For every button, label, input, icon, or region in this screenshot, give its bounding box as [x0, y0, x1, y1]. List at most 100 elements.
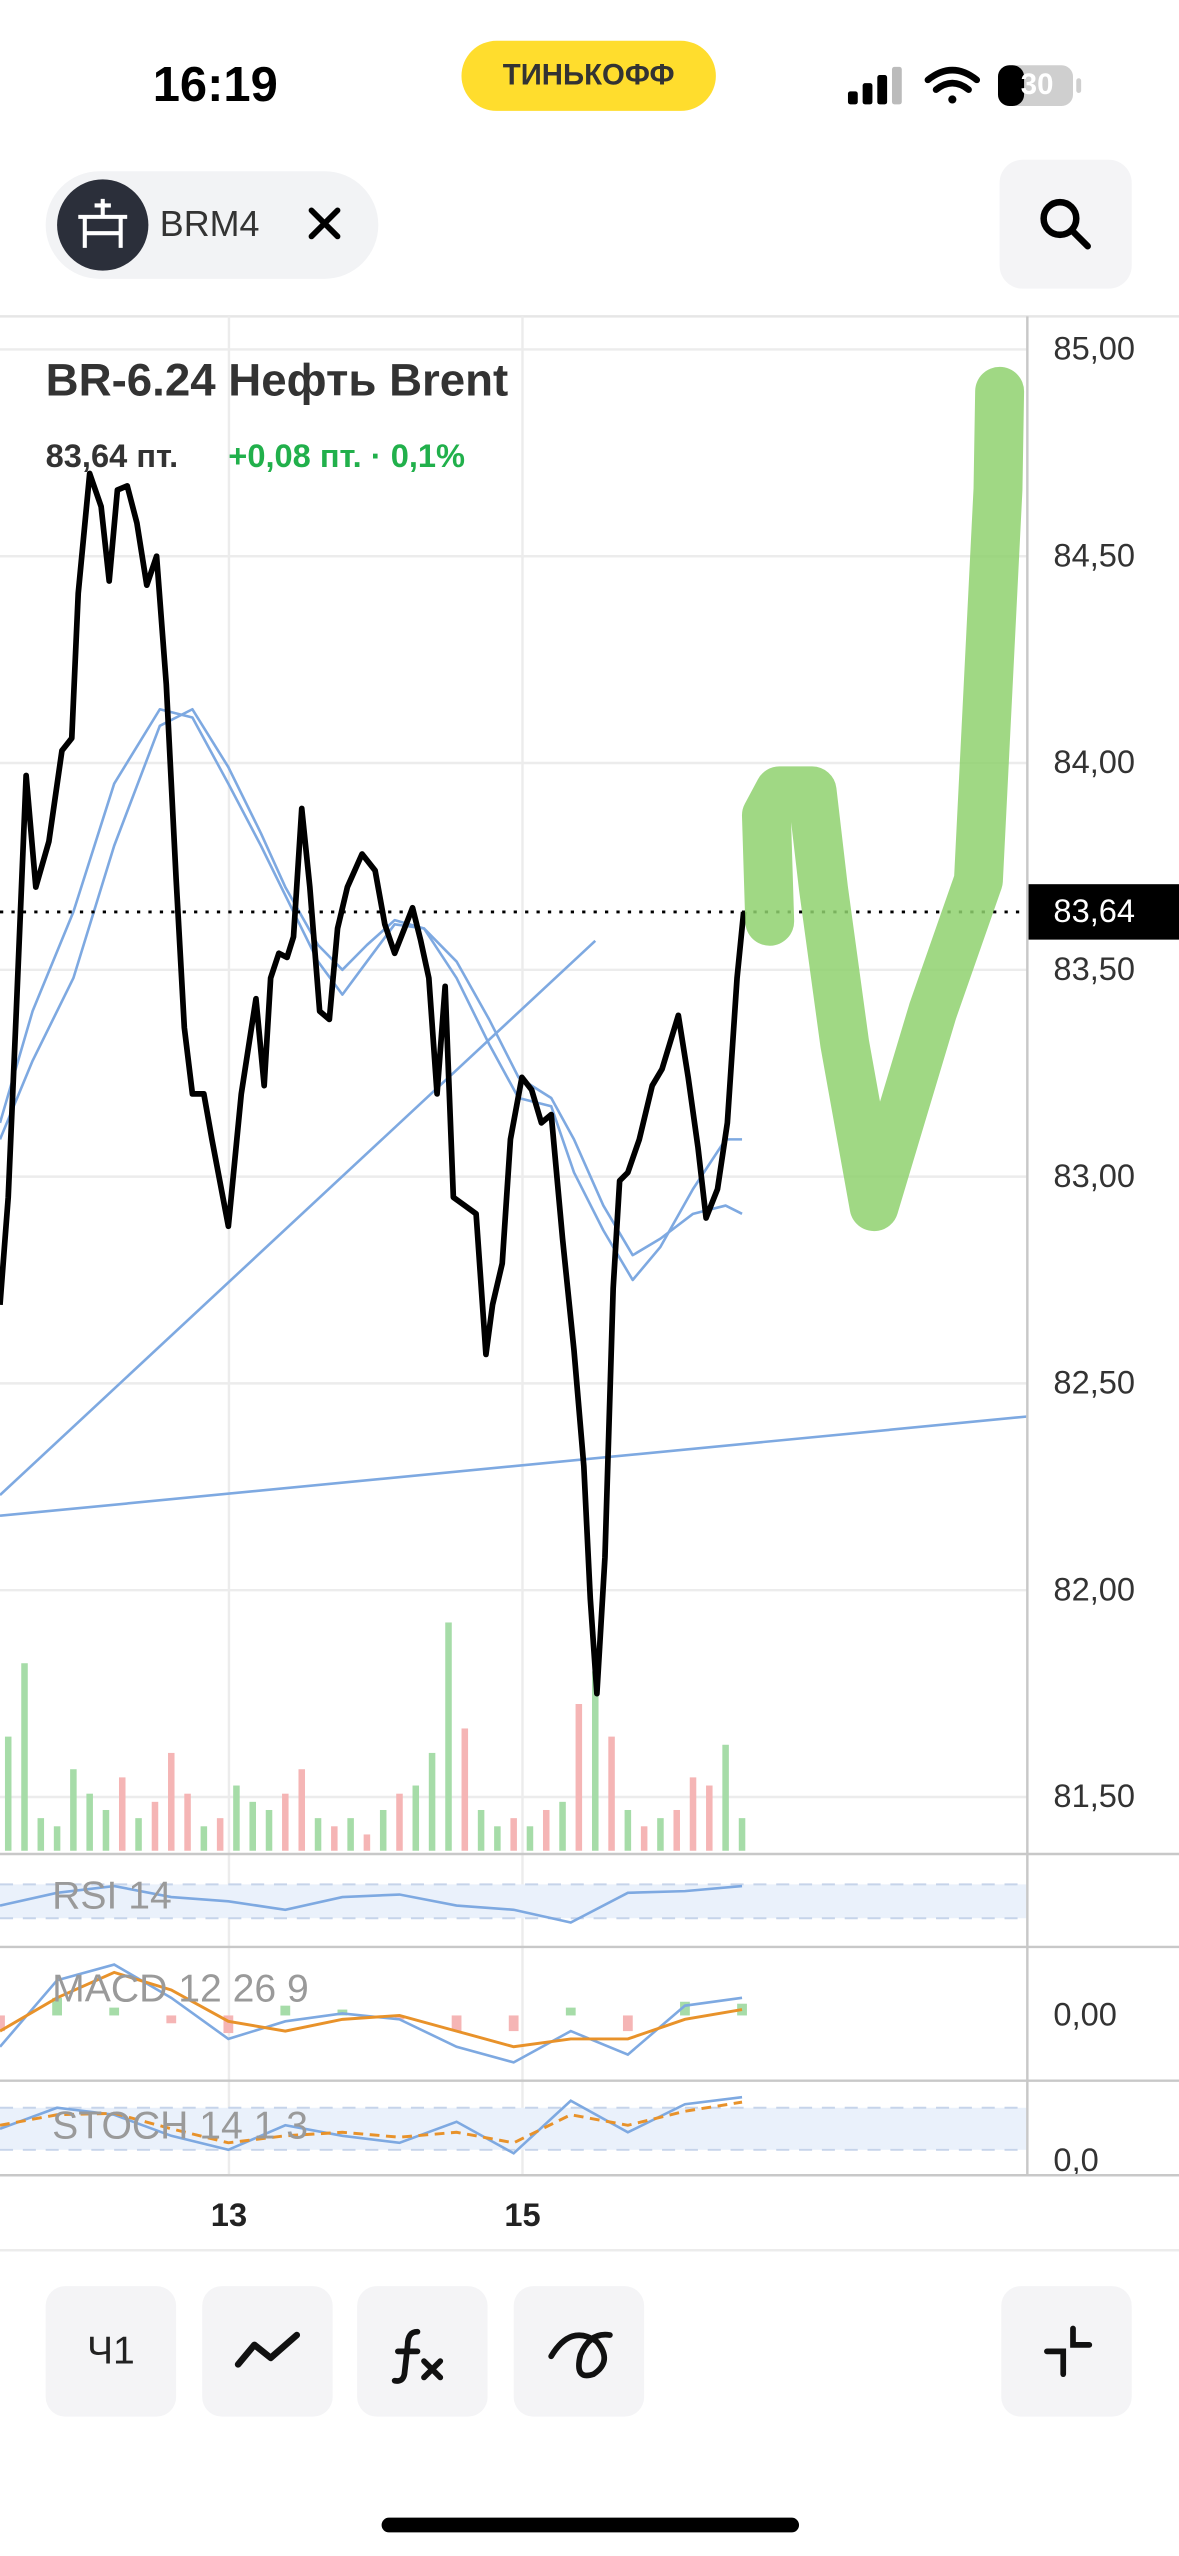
volume-bar: [53, 1826, 61, 1851]
drawing-annotation: [741, 366, 1025, 1232]
volume-bar: [510, 1818, 517, 1851]
volume-bar: [363, 1834, 371, 1851]
volume-bar: [477, 1809, 485, 1851]
chart-title: BR-6.24 Нефть Brent: [46, 354, 509, 405]
volume-bar: [738, 1818, 746, 1851]
volume-bar: [37, 1818, 45, 1851]
volume-bar: [624, 1809, 632, 1851]
volume-bar: [640, 1826, 648, 1851]
volume-bar: [200, 1826, 208, 1851]
macd-histogram-bar: [451, 2015, 462, 2032]
volume-bar: [673, 1809, 680, 1851]
volume-bar: [347, 1818, 354, 1851]
volume-bar: [314, 1818, 322, 1851]
macd-label: MACD 12 26 9: [52, 1967, 309, 2010]
volume-bar: [542, 1809, 550, 1851]
macd-histogram-bar: [565, 2007, 576, 2016]
fullscreen-button[interactable]: [1001, 2286, 1132, 2417]
ticker-name: BRM4: [160, 204, 260, 244]
rsi-line: [0, 1884, 743, 1924]
y-tick-label: 82,50: [1053, 1364, 1135, 1401]
volume-bar: [265, 1809, 273, 1851]
stoch-d-line: [0, 2100, 743, 2145]
battery-level: [997, 65, 1025, 106]
change-label: +0,08 пт. · 0,1%: [228, 437, 465, 474]
volume-bar: [70, 1769, 77, 1851]
volume-bar: [657, 1818, 664, 1851]
search-icon: [1040, 198, 1091, 250]
macd-histogram-bar: [0, 2015, 5, 2032]
search-button[interactable]: [999, 159, 1132, 289]
volume-bar: [379, 1809, 387, 1851]
rsi-label: RSI 14: [52, 1874, 172, 1917]
fullscreen-icon: [1044, 2325, 1093, 2378]
volume-bar: [298, 1769, 306, 1851]
macd-histogram-bar: [109, 2007, 120, 2016]
y-tick-label: 83,00: [1053, 1157, 1135, 1194]
volume-bar: [592, 1671, 599, 1851]
volume-bar: [4, 1736, 12, 1851]
macd-histogram-bar: [52, 1997, 62, 2016]
interval-button[interactable]: [45, 2286, 177, 2417]
close-button[interactable]: [308, 207, 341, 240]
signal-icon: [847, 66, 902, 105]
volume-bar: [412, 1785, 420, 1851]
volume-bar: [331, 1826, 338, 1851]
macd-signal-line: [0, 1970, 743, 2049]
volume-bar: [184, 1793, 191, 1851]
volume-bar: [168, 1752, 175, 1851]
indicators-button[interactable]: [357, 2286, 488, 2417]
interval-label: Ч1: [87, 2329, 135, 2372]
volume-bar: [151, 1801, 159, 1851]
price-line: [0, 470, 747, 1697]
y-tick-label: 82,00: [1053, 1570, 1135, 1607]
volume-bar: [249, 1801, 256, 1851]
drawing-icon: [548, 2331, 613, 2379]
macd-tick-label: 0,00: [1053, 1996, 1116, 2033]
battery-percent: 30: [1021, 68, 1054, 101]
macd-histogram-bar: [166, 2015, 177, 2024]
last-price-label: 83,64: [1053, 892, 1135, 929]
volume-bar: [428, 1752, 436, 1851]
stoch-band: [0, 2107, 1028, 2150]
brand-name: ТИНЬКОФФ: [503, 58, 675, 91]
y-tick-label: 85,00: [1053, 330, 1135, 367]
y-tick-label: 81,50: [1053, 1777, 1135, 1814]
volume-bar: [445, 1622, 452, 1851]
trend-line: [0, 1415, 1028, 1518]
wifi-icon: [924, 66, 981, 104]
macd-histogram-bar: [394, 2015, 405, 2020]
volume-bar: [494, 1826, 501, 1851]
volume-bar: [233, 1785, 240, 1851]
last-price-box: [1027, 884, 1179, 940]
volume-bar: [282, 1793, 289, 1851]
brand-pill: [461, 40, 716, 111]
price-label: 83,64 пт.: [46, 437, 179, 474]
macd-histogram-bar: [223, 2015, 234, 2034]
panel-dividers: [0, 316, 1179, 2177]
volume-bar: [575, 1704, 583, 1851]
y-tick-label: 84,00: [1053, 743, 1135, 780]
volume-bar: [461, 1728, 469, 1851]
volume-bar: [722, 1744, 729, 1851]
y-tick-label: 83,50: [1053, 950, 1135, 987]
volume-bar: [118, 1777, 126, 1851]
home-indicator: [381, 2517, 800, 2533]
macd-histogram-bar: [508, 2015, 519, 2032]
stoch-k-line: [0, 2095, 743, 2155]
oil-rig-icon: [78, 198, 128, 248]
stoch-label: STOCH 14 1 3: [52, 2104, 308, 2147]
volume-bar: [396, 1793, 403, 1851]
volume-bar: [21, 1663, 28, 1851]
y-tick-label: 84,50: [1053, 536, 1135, 573]
volume-bar: [216, 1818, 224, 1851]
battery-tip: [1076, 78, 1082, 93]
volume-bar: [526, 1826, 534, 1851]
status-time: 16:19: [153, 58, 278, 112]
indicators-icon: [391, 2328, 444, 2384]
volume-bar: [559, 1801, 566, 1851]
ticker-icon: [57, 179, 149, 271]
x-tick-label: 13: [211, 2196, 247, 2233]
volume-bar: [135, 1818, 142, 1851]
